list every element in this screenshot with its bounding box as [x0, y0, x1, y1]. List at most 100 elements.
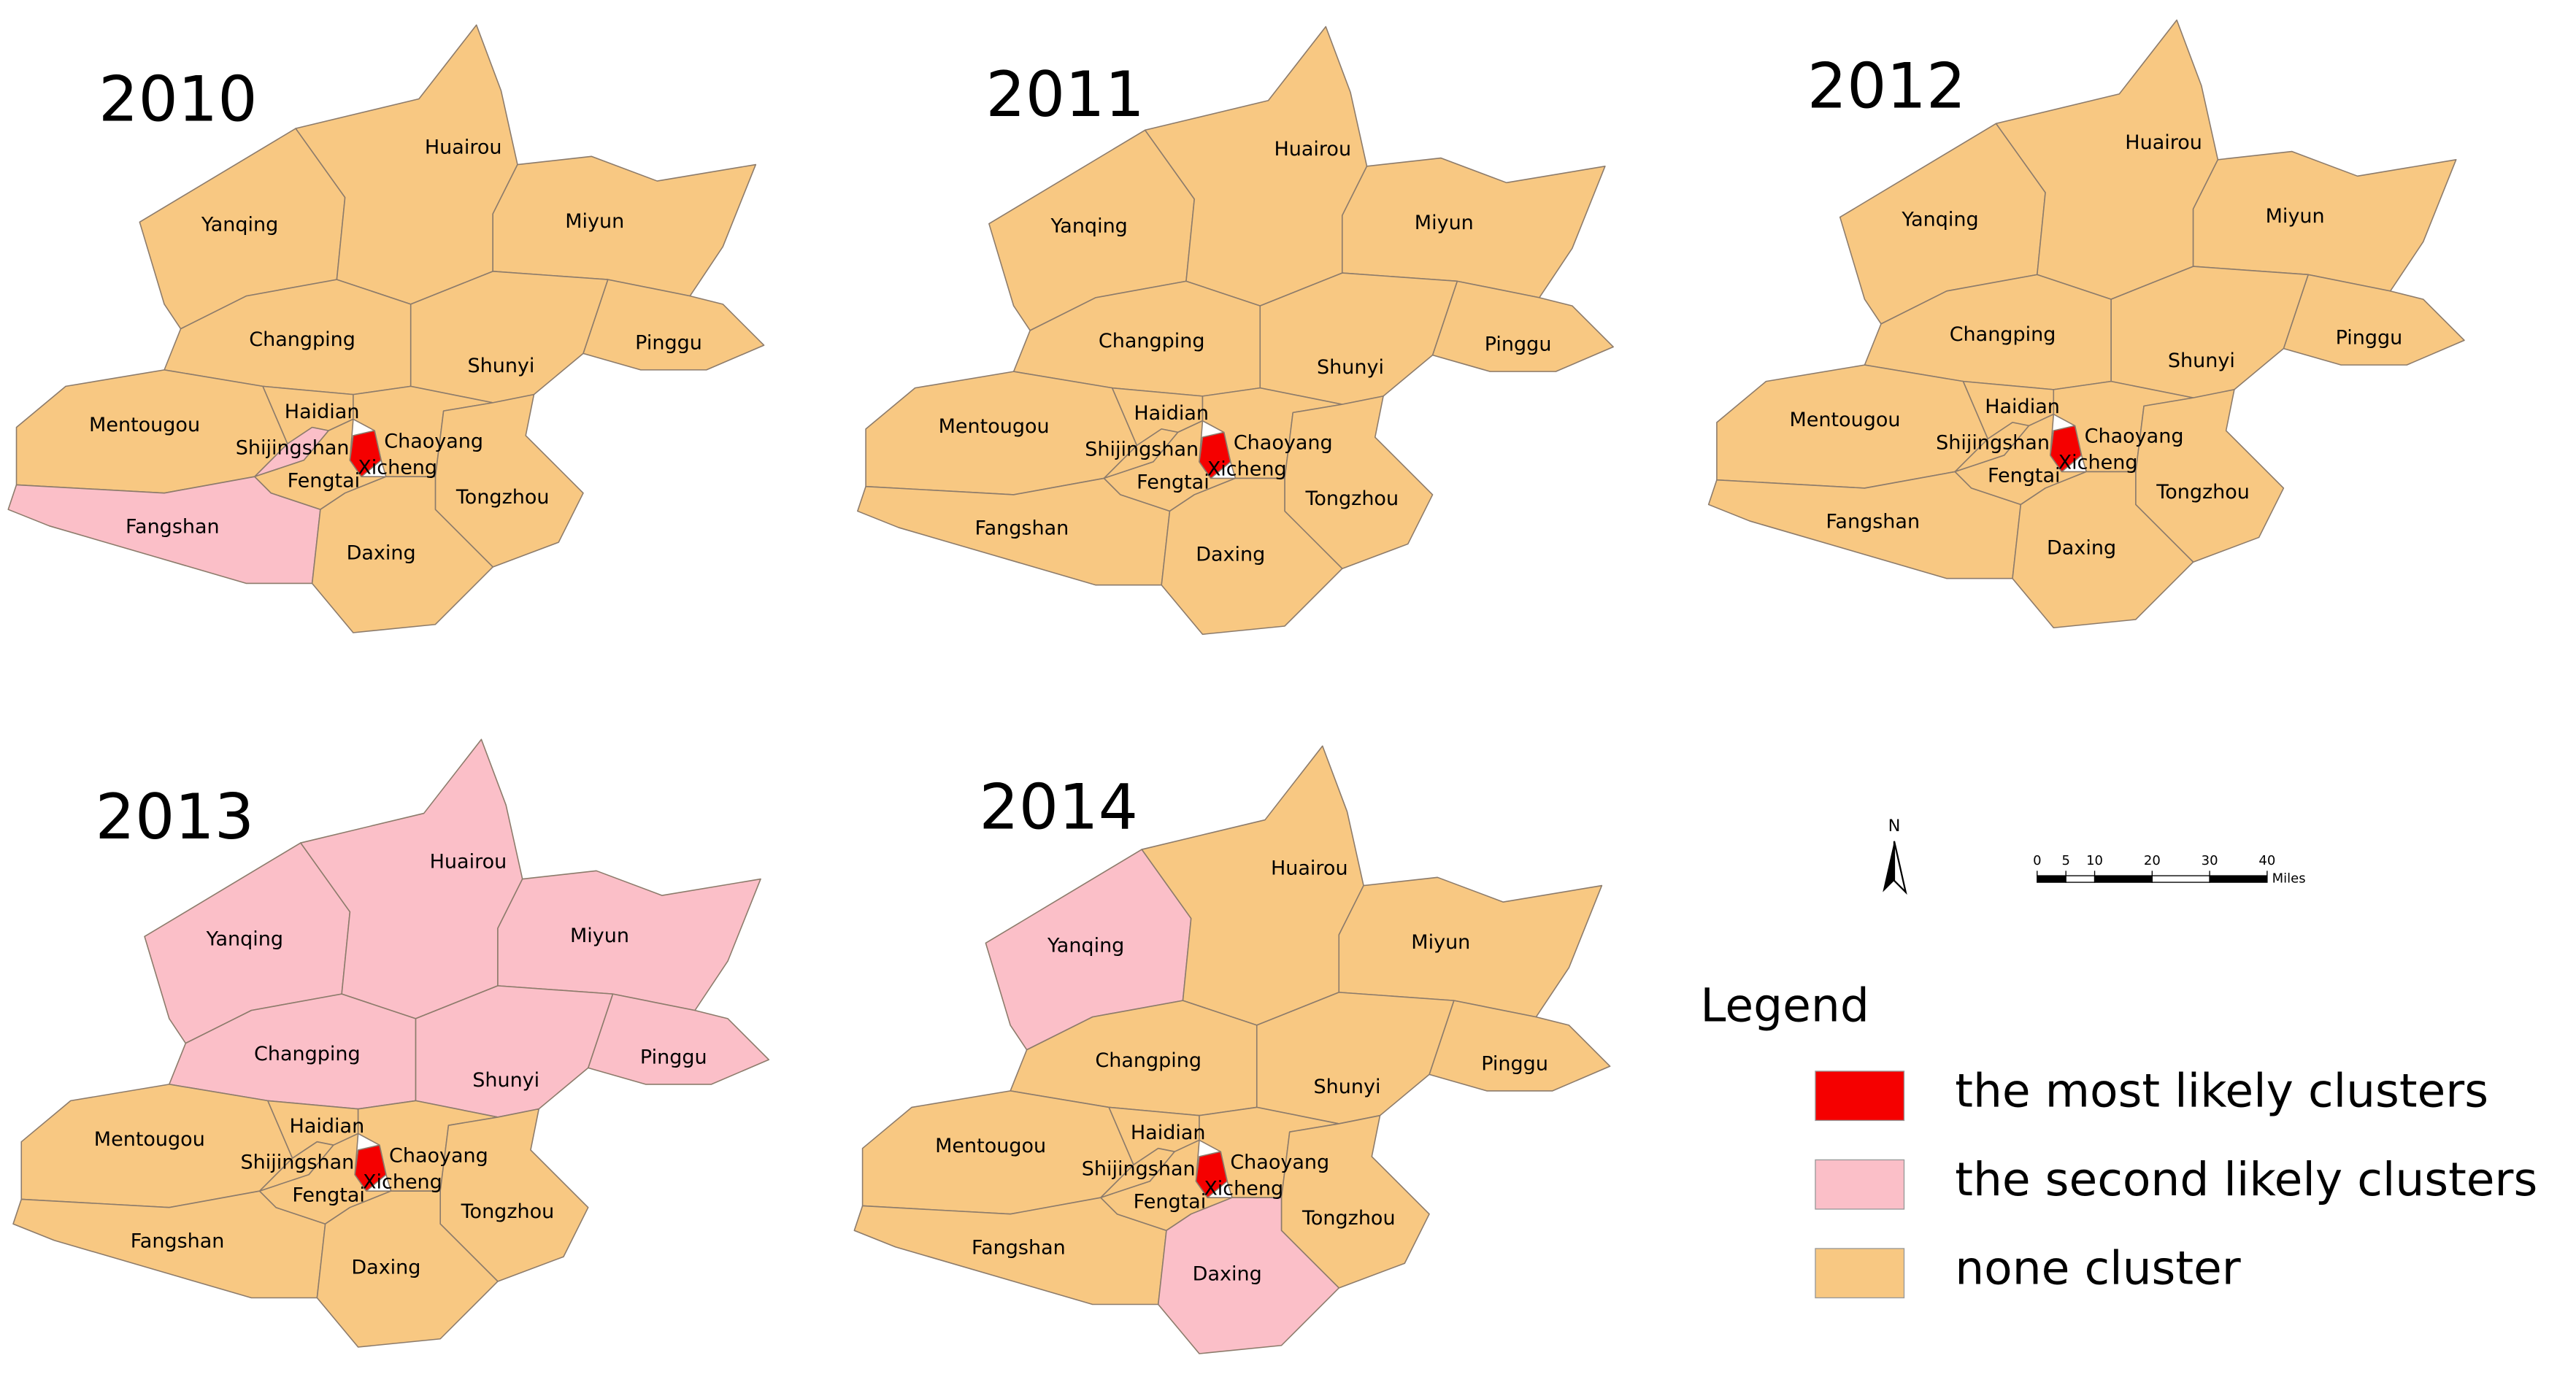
district-label: Huairou: [425, 136, 502, 159]
north-arrow-right: [1893, 841, 1907, 895]
district-label: Changping: [254, 1043, 361, 1065]
district-label: Fengtai: [288, 469, 361, 492]
district-label: Fangshan: [975, 517, 1069, 540]
district-label: Fengtai: [1137, 471, 1210, 494]
legend-swatch: [1815, 1248, 1905, 1299]
district-label: Daxing: [347, 541, 416, 564]
district-label: Xicheng: [1207, 458, 1287, 481]
district-label: Chaoyang: [384, 430, 483, 452]
legend-label: the most likely clusters: [1955, 1064, 2488, 1117]
district: [1199, 431, 1231, 479]
district-label: Tongzhou: [1302, 1207, 1396, 1230]
district-label: Daxing: [351, 1256, 420, 1278]
district-label: Fengtai: [1134, 1190, 1207, 1213]
district-label: Mentougou: [939, 415, 1050, 438]
district-label: Shijingshan: [1085, 439, 1199, 461]
district-label: Pinggu: [1485, 333, 1552, 356]
district-label: Miyun: [1411, 931, 1470, 954]
district: [1284, 396, 1434, 569]
district-label: Shunyi: [2168, 350, 2235, 372]
district-label: Yanqing: [201, 213, 278, 236]
scale-segment: [2209, 875, 2268, 883]
map-year: 2010: [99, 64, 258, 136]
district: [1280, 1114, 1430, 1289]
north-arrow-left: [1883, 841, 1894, 892]
district-label: Xicheng: [358, 456, 437, 479]
district-label: Shijingshan: [236, 436, 350, 459]
scale-segment: [2151, 875, 2210, 883]
map: Yanqing Huairou Miyun Pinggu Shunyi Changping…: [853, 745, 1611, 1354]
district-label: Pinggu: [640, 1046, 707, 1068]
district: [492, 155, 757, 297]
district-label: Huairou: [2125, 131, 2202, 154]
district-label: Changping: [249, 328, 355, 351]
legend-label: none cluster: [1955, 1242, 2241, 1295]
district: [311, 476, 493, 633]
district-label: Mentougou: [935, 1135, 1046, 1157]
district: [1341, 157, 1606, 298]
scale-segment: [2065, 875, 2096, 883]
district-label: Yanqing: [1050, 215, 1128, 238]
district-label: Mentougou: [89, 414, 200, 436]
district-label: Tongzhou: [1304, 487, 1399, 510]
district-label: Changping: [1099, 330, 1205, 352]
district: [316, 1190, 499, 1348]
district-label: Haidian: [285, 401, 360, 423]
legend-swatch: [1815, 1071, 1905, 1122]
district-label: Yanqing: [1047, 934, 1124, 957]
district-label: Yanqing: [1901, 209, 1978, 231]
district-label: Chaoyang: [1230, 1151, 1329, 1173]
district-label: Haidian: [1134, 402, 1209, 425]
map: Yanqing Huairou Miyun Pinggu Shunyi Changping…: [12, 738, 770, 1348]
scale-unit: Miles: [2272, 871, 2306, 887]
district-label: Xicheng: [2058, 452, 2138, 474]
district-label: Fangshan: [126, 515, 220, 538]
district: [1338, 876, 1603, 1018]
district: [2012, 471, 2194, 629]
district-label: Yanqing: [206, 927, 283, 950]
district-label: Huairou: [1274, 138, 1351, 161]
district-label: Chaoyang: [389, 1144, 488, 1167]
north-arrow: [1883, 841, 1907, 895]
district-label: Chaoyang: [1234, 432, 1333, 455]
district: [1195, 1151, 1229, 1198]
district-label: Daxing: [1193, 1262, 1262, 1285]
legend-swatch: [1815, 1159, 1905, 1210]
district-label: Shunyi: [472, 1069, 539, 1092]
district-label: Daxing: [2047, 537, 2116, 560]
district-label: Changping: [1950, 323, 2056, 346]
district-label: Miyun: [2266, 205, 2325, 228]
district-label: Miyun: [1415, 212, 1474, 234]
district-label: Pinggu: [2336, 327, 2403, 350]
district-label: Fangshan: [131, 1230, 225, 1252]
district-label: Xicheng: [363, 1170, 442, 1193]
scale-segment: [2037, 875, 2066, 883]
district-label: Chaoyang: [2085, 425, 2184, 448]
map: Yanqing Huairou Miyun Pinggu Shunyi Changping…: [857, 26, 1614, 636]
district-label: Fengtai: [292, 1184, 365, 1206]
district: [2050, 425, 2083, 473]
map-year: 2011: [985, 59, 1145, 131]
district-label: Pinggu: [1481, 1052, 1548, 1075]
map: Yanqing Huairou Miyun Pinggu Shunyi Changping…: [7, 24, 765, 633]
district: [497, 870, 761, 1011]
district-label: Shunyi: [467, 355, 534, 377]
district-label: Shunyi: [1317, 356, 1384, 379]
district-label: Fangshan: [972, 1236, 1066, 1259]
district: [354, 1144, 387, 1192]
district-label: Haidian: [1985, 396, 2060, 418]
district-label: Shunyi: [1314, 1076, 1381, 1098]
scale-label: 30: [2202, 853, 2218, 868]
district-label: Shijingshan: [1082, 1157, 1196, 1180]
district-label: Shijingshan: [240, 1151, 354, 1173]
district: [1157, 1197, 1340, 1354]
district-label: Changping: [1095, 1049, 1202, 1072]
district-label: Miyun: [565, 210, 624, 233]
district: [439, 1108, 589, 1282]
district-label: Huairou: [1271, 857, 1348, 880]
map: Yanqing Huairou Miyun Pinggu Shunyi Changping…: [1707, 19, 2465, 629]
scale-label: 40: [2258, 853, 2275, 868]
north-label: N: [1888, 817, 1901, 836]
